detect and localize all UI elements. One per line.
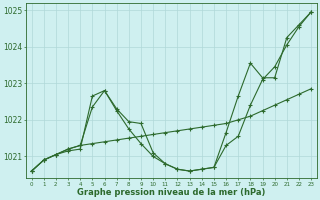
X-axis label: Graphe pression niveau de la mer (hPa): Graphe pression niveau de la mer (hPa): [77, 188, 266, 197]
